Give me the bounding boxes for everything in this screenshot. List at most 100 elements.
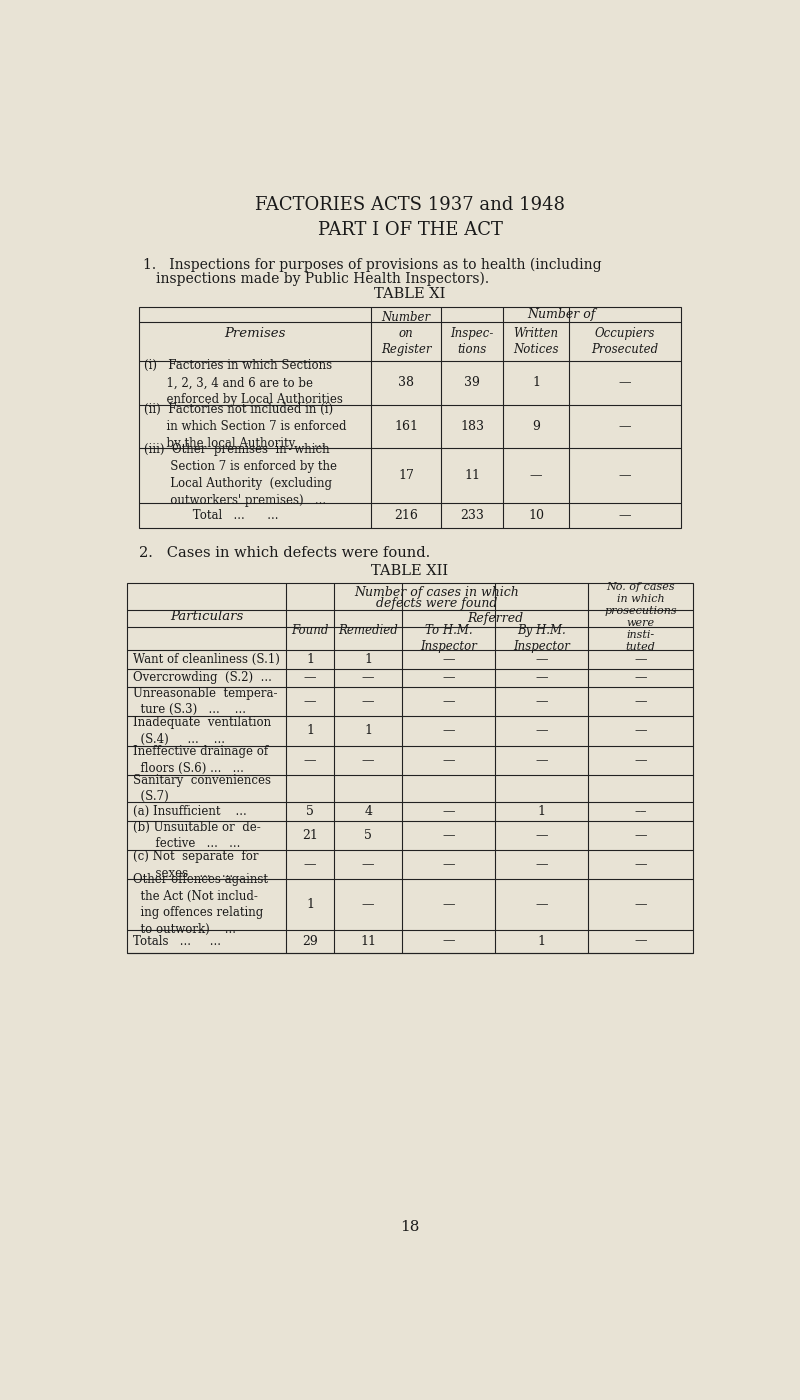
Text: 17: 17 [398, 469, 414, 482]
Text: Unreasonable  tempera-
  ture (S.3)   ...    ...: Unreasonable tempera- ture (S.3) ... ... [133, 687, 277, 717]
Text: 216: 216 [394, 508, 418, 522]
Text: —: — [619, 377, 631, 389]
Text: (ii)  Factories not included in (i)
      in which Section 7 is enforced
      b: (ii) Factories not included in (i) in wh… [144, 403, 346, 449]
Text: Totals   ...     ...: Totals ... ... [133, 935, 221, 948]
Text: 39: 39 [464, 377, 480, 389]
Text: TABLE XI: TABLE XI [374, 287, 446, 301]
Text: —: — [634, 724, 647, 738]
Text: 4: 4 [364, 805, 372, 818]
Text: —: — [535, 696, 548, 708]
Text: 233: 233 [460, 508, 484, 522]
Text: Number of: Number of [527, 308, 595, 321]
Text: (b) Unsuitable or  de-
      fective   ...   ...: (b) Unsuitable or de- fective ... ... [133, 820, 260, 850]
Text: —: — [634, 652, 647, 666]
Text: Ineffective drainage of
  floors (S.6) ...   ...: Ineffective drainage of floors (S.6) ...… [133, 745, 268, 774]
Text: Found: Found [291, 623, 329, 637]
Text: —: — [634, 858, 647, 871]
Text: 2.   Cases in which defects were found.: 2. Cases in which defects were found. [138, 546, 430, 560]
Text: —: — [619, 508, 631, 522]
Text: To H.M.
Inspector: To H.M. Inspector [420, 624, 477, 652]
Text: —: — [634, 696, 647, 708]
Text: —: — [619, 420, 631, 433]
Text: —: — [304, 858, 316, 871]
Text: Number of cases in which: Number of cases in which [354, 587, 519, 599]
Text: Inspec-
tions: Inspec- tions [450, 326, 494, 356]
Text: Want of cleanliness (S.1): Want of cleanliness (S.1) [133, 652, 279, 666]
Text: 29: 29 [302, 935, 318, 948]
Text: Referred: Referred [467, 612, 523, 624]
Text: 21: 21 [302, 829, 318, 841]
Text: (a) Insufficient    ...: (a) Insufficient ... [133, 805, 246, 818]
Text: —: — [634, 935, 647, 948]
Text: TABLE XII: TABLE XII [371, 564, 449, 578]
Text: —: — [304, 671, 316, 685]
Text: —: — [362, 696, 374, 708]
Text: —: — [619, 469, 631, 482]
Text: Number
on
Register: Number on Register [381, 311, 431, 356]
Text: 1: 1 [306, 652, 314, 666]
Text: PART I OF THE ACT: PART I OF THE ACT [318, 221, 502, 238]
Text: —: — [362, 897, 374, 911]
Text: No. of cases
in which
prosecutions
were
insti-
tuted: No. of cases in which prosecutions were … [604, 581, 677, 651]
Text: (c) Not  separate  for
      sexes   ...   ...: (c) Not separate for sexes ... ... [133, 850, 258, 879]
Text: (i)   Factories in which Sections
      1, 2, 3, 4 and 6 are to be
      enforce: (i) Factories in which Sections 1, 2, 3,… [144, 360, 343, 406]
Text: —: — [442, 652, 455, 666]
Text: ––: –– [634, 805, 647, 818]
Text: —: — [442, 753, 455, 767]
Text: —: — [442, 829, 455, 841]
Text: —: — [535, 858, 548, 871]
Text: 5: 5 [306, 805, 314, 818]
Text: —: — [304, 753, 316, 767]
Text: Premises: Premises [224, 328, 286, 340]
Text: 1: 1 [306, 897, 314, 911]
Text: Other offences against
  the Act (Not includ-
  ing offences relating
  to outwo: Other offences against the Act (Not incl… [133, 874, 267, 935]
Text: 1: 1 [538, 805, 546, 818]
Text: —: — [362, 753, 374, 767]
Text: —: — [634, 753, 647, 767]
Text: 38: 38 [398, 377, 414, 389]
Text: Written
Notices: Written Notices [513, 326, 558, 356]
Text: 18: 18 [400, 1219, 420, 1233]
Bar [127, 582, 693, 952]
Text: —: — [535, 897, 548, 911]
Text: 1: 1 [532, 377, 540, 389]
Text: —: — [535, 829, 548, 841]
Text: Sanitary  conveniences
  (S.7): Sanitary conveniences (S.7) [133, 774, 270, 804]
Text: —: — [442, 897, 455, 911]
Text: inspections made by Public Health Inspectors).: inspections made by Public Health Inspec… [156, 272, 489, 286]
Text: —: — [634, 897, 647, 911]
Text: 10: 10 [528, 508, 544, 522]
Text: —: — [304, 696, 316, 708]
Text: —: — [442, 858, 455, 871]
Text: —: — [535, 671, 548, 685]
Text: —: — [442, 935, 455, 948]
Text: defects were found: defects were found [377, 596, 498, 610]
Bar [138, 307, 682, 528]
Text: —: — [530, 469, 542, 482]
Text: 183: 183 [460, 420, 484, 433]
Text: —: — [535, 753, 548, 767]
Text: —: — [535, 652, 548, 666]
Text: —: — [535, 724, 548, 738]
Text: —: — [442, 671, 455, 685]
Text: —: — [442, 724, 455, 738]
Text: 1: 1 [364, 724, 372, 738]
Text: 1: 1 [538, 935, 546, 948]
Text: Inadequate  ventilation
  (S.4)     ...    ...: Inadequate ventilation (S.4) ... ... [133, 717, 270, 746]
Text: —: — [442, 696, 455, 708]
Text: By H.M.
Inspector: By H.M. Inspector [514, 624, 570, 652]
Text: Overcrowding  (S.2)  ...: Overcrowding (S.2) ... [133, 671, 271, 685]
Text: 1.   Inspections for purposes of provisions as to health (including: 1. Inspections for purposes of provision… [142, 258, 602, 272]
Text: Particulars: Particulars [170, 610, 243, 623]
Text: Occupiers
Prosecuted: Occupiers Prosecuted [591, 326, 658, 356]
Text: 5: 5 [364, 829, 372, 841]
Text: 11: 11 [464, 469, 480, 482]
Text: —: — [634, 829, 647, 841]
Text: 1: 1 [364, 652, 372, 666]
Text: 11: 11 [360, 935, 376, 948]
Text: 1: 1 [306, 724, 314, 738]
Text: Total   ...      ...: Total ... ... [144, 508, 278, 522]
Text: —: — [442, 805, 455, 818]
Text: —: — [362, 858, 374, 871]
Text: 9: 9 [532, 420, 540, 433]
